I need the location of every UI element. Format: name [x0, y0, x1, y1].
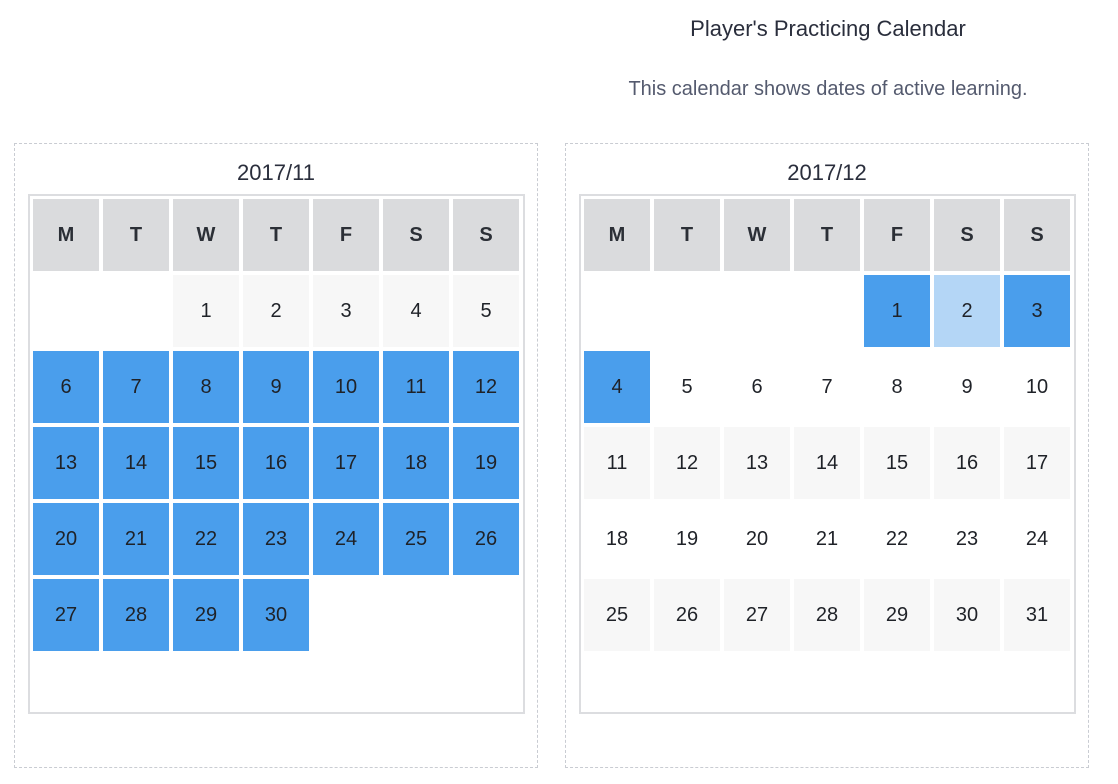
day-cell: 27: [33, 579, 99, 651]
day-cell: 10: [313, 351, 379, 423]
day-cell: 1: [864, 275, 930, 347]
day-cell: 8: [864, 351, 930, 423]
day-cell: 2: [934, 275, 1000, 347]
day-cell: 10: [1004, 351, 1070, 423]
weekday-header: S: [1004, 199, 1070, 271]
day-cell: 4: [383, 275, 449, 347]
day-cell: 28: [794, 579, 860, 651]
day-cell: 31: [1004, 579, 1070, 651]
empty-cell: [103, 275, 169, 347]
day-cell: 19: [453, 427, 519, 499]
calendar-grid: M T W T F S S 1 2 3 4 5 6 7 8 9 10 11 12 13 14 15 16 17 18 19 20 21…: [584, 199, 1070, 651]
day-cell: 12: [654, 427, 720, 499]
day-cell: 22: [864, 503, 930, 575]
day-cell: 14: [103, 427, 169, 499]
empty-cell: [654, 275, 720, 347]
weekday-header: S: [383, 199, 449, 271]
day-cell: 25: [383, 503, 449, 575]
month-title: 2017/11: [237, 160, 315, 185]
day-cell: 11: [584, 427, 650, 499]
day-cell: 8: [173, 351, 239, 423]
weekday-header: F: [313, 199, 379, 271]
page-title: Player's Practicing Calendar: [690, 16, 966, 41]
day-cell: 5: [654, 351, 720, 423]
day-cell: 16: [934, 427, 1000, 499]
day-cell: 15: [864, 427, 930, 499]
empty-cell: [313, 579, 379, 651]
day-cell: 21: [794, 503, 860, 575]
day-cell: 24: [1004, 503, 1070, 575]
weekday-header: M: [584, 199, 650, 271]
weekday-header: W: [173, 199, 239, 271]
day-cell: 18: [584, 503, 650, 575]
weekday-header: S: [934, 199, 1000, 271]
day-cell: 16: [243, 427, 309, 499]
day-cell: 25: [584, 579, 650, 651]
day-cell: 3: [313, 275, 379, 347]
day-cell: 5: [453, 275, 519, 347]
day-cell: 17: [1004, 427, 1070, 499]
day-cell: 3: [1004, 275, 1070, 347]
weekday-header: S: [453, 199, 519, 271]
day-cell: 6: [33, 351, 99, 423]
day-cell: 29: [864, 579, 930, 651]
month-panel-november: 2017/11 M T W T F S S 1 2 3 4 5 6 7 8 9 10 11 12 13 14 15 16 17…: [14, 143, 538, 768]
empty-cell: [724, 275, 790, 347]
calendar-grid: M T W T F S S 1 2 3 4 5 6 7 8 9 10 11 12 13 14 15 16 17 18 19 20 21…: [33, 199, 519, 651]
day-cell: 2: [243, 275, 309, 347]
day-cell: 19: [654, 503, 720, 575]
day-cell: 26: [453, 503, 519, 575]
weekday-header: T: [243, 199, 309, 271]
day-cell: 14: [794, 427, 860, 499]
day-cell: 27: [724, 579, 790, 651]
empty-cell: [383, 579, 449, 651]
day-cell: 9: [934, 351, 1000, 423]
day-cell: 15: [173, 427, 239, 499]
day-cell: 6: [724, 351, 790, 423]
weekday-header: W: [724, 199, 790, 271]
day-cell: 18: [383, 427, 449, 499]
day-cell: 23: [243, 503, 309, 575]
empty-cell: [33, 275, 99, 347]
day-cell: 1: [173, 275, 239, 347]
day-cell: 26: [654, 579, 720, 651]
day-cell: 30: [934, 579, 1000, 651]
day-cell: 7: [103, 351, 169, 423]
empty-cell: [584, 275, 650, 347]
day-cell: 28: [103, 579, 169, 651]
day-cell: 30: [243, 579, 309, 651]
weekday-header: T: [103, 199, 169, 271]
empty-cell: [794, 275, 860, 347]
weekday-header: M: [33, 199, 99, 271]
weekday-header: T: [654, 199, 720, 271]
day-cell: 9: [243, 351, 309, 423]
weekday-header: F: [864, 199, 930, 271]
day-cell: 20: [724, 503, 790, 575]
day-cell: 23: [934, 503, 1000, 575]
day-cell: 24: [313, 503, 379, 575]
day-cell: 17: [313, 427, 379, 499]
month-grid-frame: M T W T F S S 1 2 3 4 5 6 7 8 9 10 11 12 13 14 15 16 17 18 19 20 21…: [579, 194, 1076, 714]
month-title: 2017/12: [787, 160, 867, 185]
day-cell: 13: [724, 427, 790, 499]
empty-cell: [453, 579, 519, 651]
weekday-header: T: [794, 199, 860, 271]
month-grid-frame: M T W T F S S 1 2 3 4 5 6 7 8 9 10 11 12 13 14 15 16 17 18 19 20 21…: [28, 194, 525, 714]
day-cell: 29: [173, 579, 239, 651]
page-subtitle: This calendar shows dates of active lear…: [628, 78, 1028, 100]
day-cell: 11: [383, 351, 449, 423]
day-cell: 22: [173, 503, 239, 575]
day-cell: 7: [794, 351, 860, 423]
month-panel-december: 2017/12 M T W T F S S 1 2 3 4 5 6 7 8 9 10 11 12 13 14 15 16 17…: [565, 143, 1089, 768]
day-cell: 21: [103, 503, 169, 575]
day-cell: 20: [33, 503, 99, 575]
day-cell: 13: [33, 427, 99, 499]
day-cell: 4: [584, 351, 650, 423]
day-cell: 12: [453, 351, 519, 423]
